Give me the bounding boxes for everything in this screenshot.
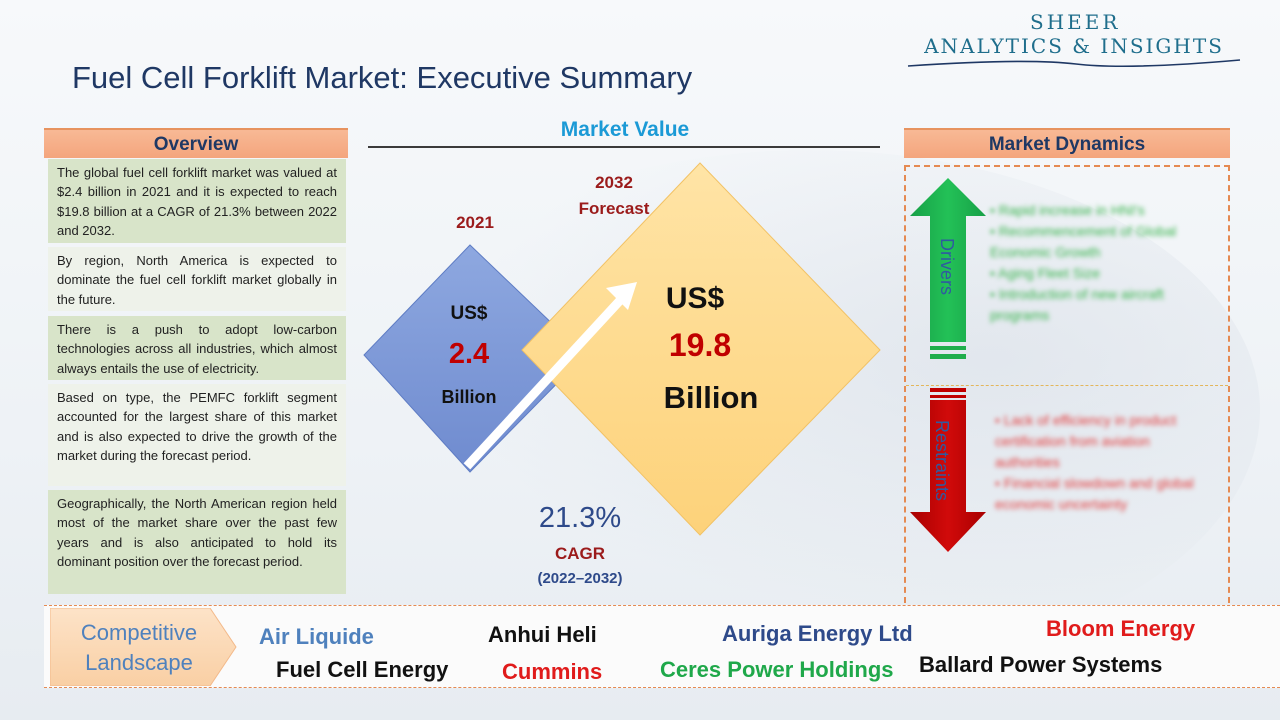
value-2032: 19.8	[668, 327, 732, 363]
overview-paragraph: The global fuel cell forklift market was…	[48, 159, 346, 243]
currency-2021: US$	[450, 303, 488, 324]
drivers-list: Rapid increase in HNI's Recommencement o…	[990, 200, 1218, 326]
cagr-period: (2022–2032)	[537, 570, 623, 587]
competitive-landscape-label: Competitive Landscape	[80, 620, 198, 675]
drivers-arrow-stripe	[930, 346, 966, 350]
growth-arrow-head	[606, 282, 637, 310]
driver-item: Introduction of new aircraft programs	[990, 284, 1218, 326]
market-dynamics-heading: Market Dynamics	[904, 128, 1230, 158]
cagr-value: 21.3%	[538, 502, 622, 534]
market-dynamics-divider	[906, 385, 1228, 386]
growth-arrow	[463, 288, 632, 470]
market-value-graphic	[363, 162, 881, 536]
competitive-landscape-chevron	[50, 608, 237, 686]
company-name: Fuel Cell Energy	[276, 657, 449, 682]
overview-heading: Overview	[44, 128, 348, 158]
value-2021: 2.4	[448, 338, 490, 370]
drivers-label: Drivers	[937, 238, 957, 295]
overview-paragraph: By region, North America is expected to …	[48, 247, 346, 311]
year-2032-label: 2032 Forecast	[578, 173, 650, 218]
restraints-label: Restraints	[932, 420, 952, 502]
page-title: Fuel Cell Forklift Market: Executive Sum…	[72, 60, 693, 95]
restraints-list: Lack of efficiency in product certificat…	[995, 410, 1217, 515]
competitive-landscape-band	[44, 605, 1280, 688]
unit-2032: Billion	[663, 380, 759, 415]
diamond-2032	[521, 162, 881, 536]
logo-swoosh	[907, 59, 1241, 68]
drivers-arrow-stripe	[930, 354, 966, 359]
driver-item: Recommencement of Global Economic Growth	[990, 221, 1218, 263]
restraints-down-arrow	[910, 400, 986, 552]
company-name: Bloom Energy	[1046, 616, 1196, 641]
drivers-up-arrow	[910, 178, 986, 342]
restraints-arrow-stripe	[930, 388, 966, 392]
currency-2032: US$	[665, 282, 725, 315]
company-name: Anhui Heli	[488, 622, 597, 647]
restraint-item: Financial slowdown and global economic u…	[995, 473, 1217, 515]
overview-paragraph: Geographically, the North American regio…	[48, 490, 346, 594]
company-name: Ballard Power Systems	[919, 652, 1163, 677]
company-name: Air Liquide	[259, 624, 374, 649]
company-name: Auriga Energy Ltd	[722, 621, 913, 646]
restraints-arrow-stripe	[930, 395, 966, 398]
overview-paragraph: There is a push to adopt low-carbon tech…	[48, 316, 346, 380]
driver-item: Aging Fleet Size	[990, 263, 1218, 284]
year-2021-label: 2021	[456, 213, 494, 232]
logo-line1: SHEER	[1030, 10, 1121, 34]
overview-paragraph: Based on type, the PEMFC forklift segmen…	[48, 384, 346, 486]
cagr-label: CAGR	[554, 544, 606, 563]
logo-line2: ANALYTICS & INSIGHTS	[924, 34, 1224, 58]
market-value-heading: Market Value	[560, 118, 690, 141]
unit-2021: Billion	[441, 387, 497, 407]
driver-item: Rapid increase in HNI's	[990, 200, 1218, 221]
company-name: Ceres Power Holdings	[660, 657, 894, 682]
dynamics-arrows	[910, 178, 986, 552]
market-value-divider	[368, 146, 880, 148]
restraint-item: Lack of efficiency in product certificat…	[995, 410, 1217, 473]
company-name: Cummins	[502, 659, 603, 684]
diamond-2021	[363, 244, 586, 473]
